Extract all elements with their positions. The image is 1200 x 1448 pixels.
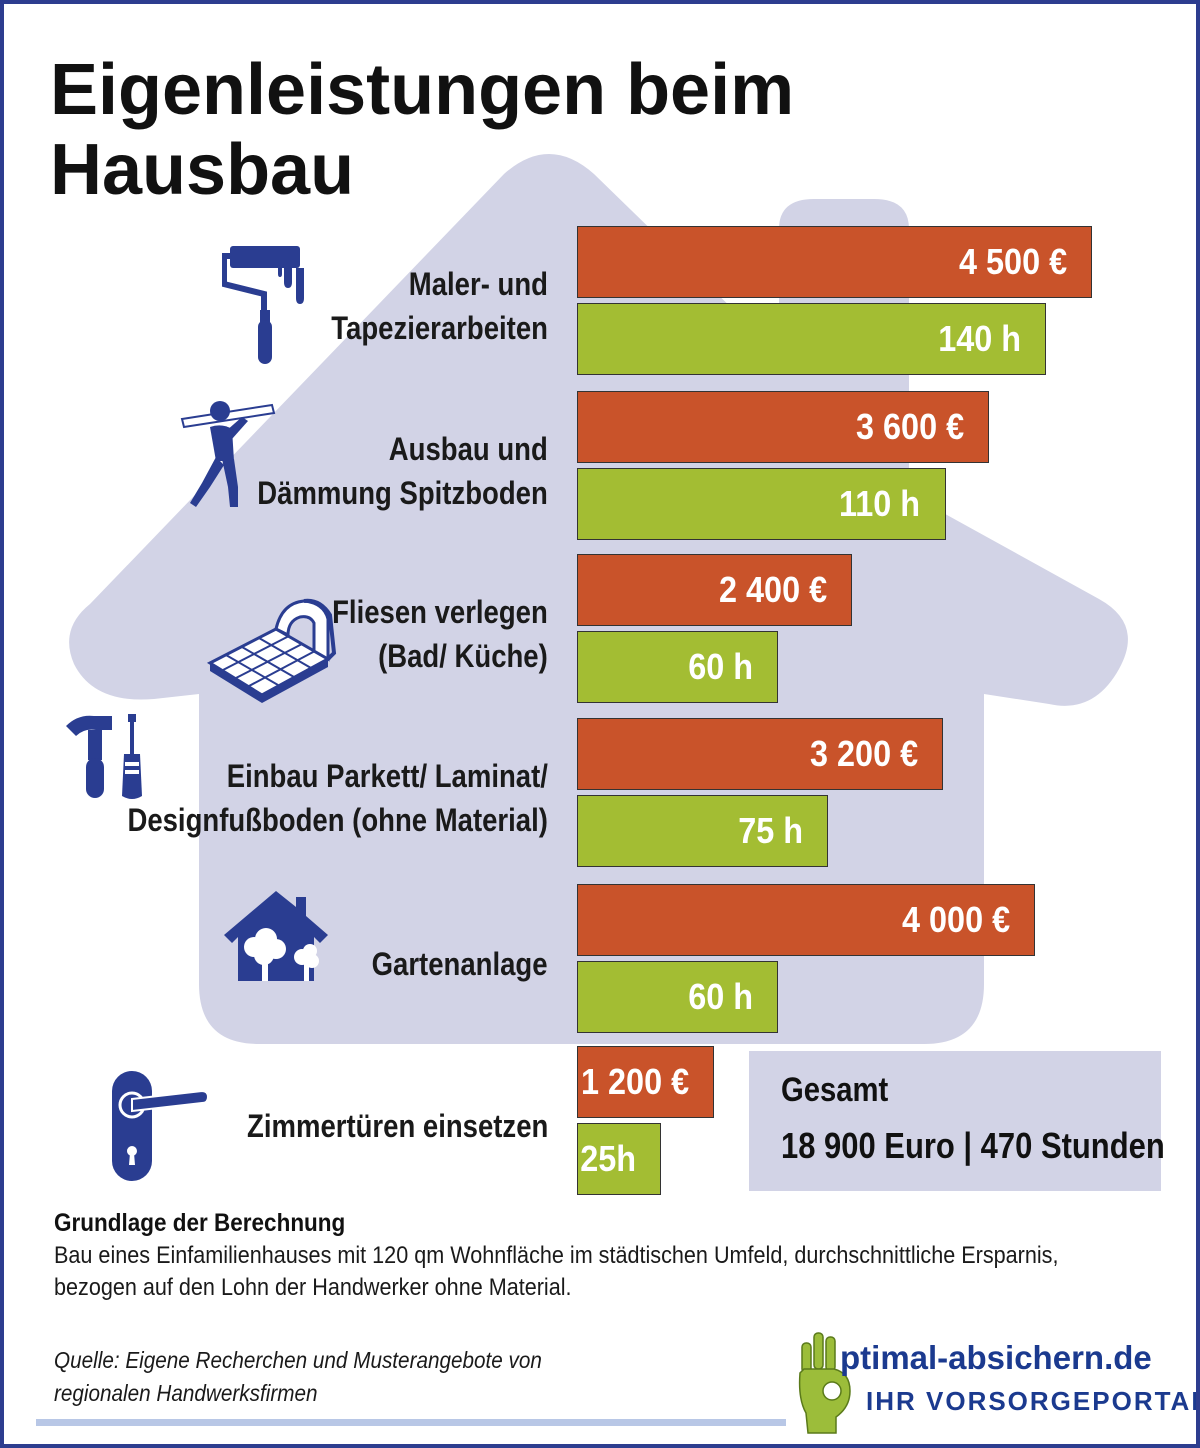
cost-bar: 3 200 € xyxy=(577,718,944,790)
source-note: Quelle: Eigene Recherchen und Musterange… xyxy=(54,1347,542,1406)
cost-bar: 2 400 € xyxy=(577,554,852,626)
hours-bar: 140 h xyxy=(577,303,1046,375)
hours-bar: 110 h xyxy=(577,468,946,540)
category-label-line: Ausbau und xyxy=(389,431,548,467)
cost-bar: 3 600 € xyxy=(577,391,990,463)
cost-bar-label: 3 600 € xyxy=(856,406,965,447)
hours-bar: 25h xyxy=(577,1123,661,1195)
category-label-line: (Bad/ Küche) xyxy=(378,638,548,674)
cost-bar-label: 3 200 € xyxy=(810,733,919,774)
logo-wordmark: ptimal-absichern.de xyxy=(840,1339,1152,1376)
total-title: Gesamt xyxy=(781,1071,889,1109)
category-label-line: Maler- und xyxy=(408,266,548,302)
ok-hand-icon xyxy=(798,1332,851,1434)
hours-bar-label: 60 h xyxy=(688,646,753,687)
cost-bar-label: 4 500 € xyxy=(959,241,1068,282)
basis-text: Bau eines Einfamilienhauses mit 120 qm W… xyxy=(54,1242,1059,1301)
cost-bar: 1 200 € xyxy=(577,1046,715,1118)
category-label: Einbau Parkett/ Laminat/Designfußboden (… xyxy=(128,754,548,842)
category-label-line: Gartenanlage xyxy=(372,946,548,982)
worker-carrying-plank-icon xyxy=(180,401,276,507)
hours-bar: 60 h xyxy=(577,961,778,1033)
cost-bar-label: 4 000 € xyxy=(901,899,1010,940)
category-label: Zimmertüren einsetzen xyxy=(247,1104,548,1148)
brand-logo[interactable]: ptimal-absichern.de IHR VORSORGEPORTAL xyxy=(794,1329,1196,1439)
category-label-line: Einbau Parkett/ Laminat/ xyxy=(226,758,548,794)
house-garden-icon xyxy=(224,891,328,981)
category-label-line: Designfußboden (ohne Material) xyxy=(127,802,548,838)
cost-bar: 4 500 € xyxy=(577,226,1093,298)
category-label-line: Zimmertüren einsetzen xyxy=(246,1108,548,1144)
category-label-line: Tapezierarbeiten xyxy=(331,310,548,346)
logo-tagline: IHR VORSORGEPORTAL xyxy=(866,1386,1200,1416)
category-label-line: Fliesen verlegen xyxy=(332,594,548,630)
door-handle-icon xyxy=(112,1071,210,1181)
category-label: Fliesen verlegen (Bad/ Küche) xyxy=(332,590,548,678)
hours-bar: 75 h xyxy=(577,795,829,867)
total-box: Gesamt 18 900 Euro | 470 Stunden xyxy=(749,1051,1165,1191)
hours-bar-label: 140 h xyxy=(938,318,1021,359)
category-label: Gartenanlage xyxy=(372,942,548,986)
hours-bar-label: 110 h xyxy=(839,483,921,524)
cost-bar-label: 1 200 € xyxy=(581,1061,690,1102)
category-label: Maler- und Tapezierarbeiten xyxy=(331,262,548,350)
total-value: 18 900 Euro | 470 Stunden xyxy=(781,1125,1165,1166)
basis-title: Grundlage der Berechnung xyxy=(54,1209,346,1237)
cost-bar: 4 000 € xyxy=(577,884,1035,956)
hours-bar: 60 h xyxy=(577,631,778,703)
paint-roller-icon xyxy=(222,246,304,364)
hammer-screwdriver-icon xyxy=(66,714,142,799)
page-title: Eigenleistungen beim Hausbau xyxy=(50,50,795,210)
cost-bar-label: 2 400 € xyxy=(718,569,827,610)
hours-bar-label: 25h xyxy=(579,1138,636,1179)
category-label-line: Dämmung Spitzboden xyxy=(257,475,548,511)
bottom-divider xyxy=(36,1419,786,1426)
hours-bar-label: 75 h xyxy=(738,810,804,851)
hours-bar-label: 60 h xyxy=(688,976,753,1017)
floor-tiles-icon xyxy=(206,598,337,703)
category-label: Ausbau und Dämmung Spitzboden xyxy=(258,427,548,515)
